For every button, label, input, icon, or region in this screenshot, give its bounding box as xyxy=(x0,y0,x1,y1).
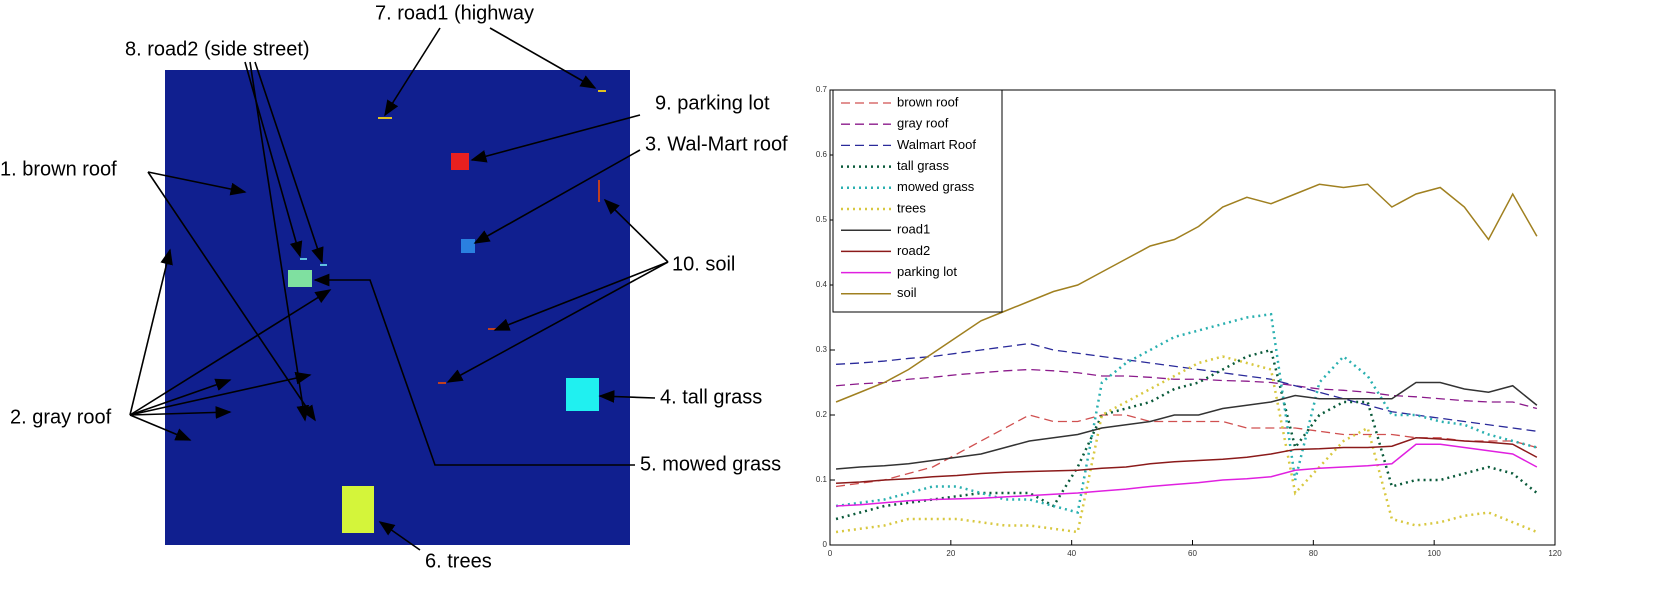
arrow xyxy=(489,27,597,89)
arrow xyxy=(378,521,421,551)
image-background xyxy=(165,70,630,545)
arrow xyxy=(129,371,312,416)
annotation: 5. mowed grass xyxy=(640,453,781,475)
y-tick-label: 0.6 xyxy=(816,150,828,159)
patch-soil xyxy=(598,180,600,202)
legend-label: road2 xyxy=(897,243,930,258)
legend-label: soil xyxy=(897,285,917,300)
x-tick-label: 80 xyxy=(1309,549,1318,558)
arrow xyxy=(129,406,232,419)
arrow xyxy=(603,198,669,263)
series-line xyxy=(835,355,1538,534)
patch-road2 xyxy=(300,258,307,260)
annotation: 3. Wal-Mart roof xyxy=(645,133,788,155)
annotation: 2. gray roof xyxy=(10,406,112,428)
series-line xyxy=(836,443,1538,507)
legend-label: road1 xyxy=(897,222,930,237)
annotation: 6. trees xyxy=(425,550,492,572)
arrow xyxy=(129,248,173,416)
y-tick-label: 0.5 xyxy=(816,215,828,224)
annotation: 7. road1 (highway xyxy=(375,2,534,24)
legend: brown roof gray roof Walmart Roof tall gras… xyxy=(832,89,1003,313)
legend-label: tall grass xyxy=(897,158,950,173)
arrow xyxy=(313,273,635,466)
x-tick-label: 0 xyxy=(828,549,833,558)
patch-trees xyxy=(342,486,374,533)
annotation-arrows xyxy=(129,27,669,551)
series-line xyxy=(835,312,1538,515)
legend-label: brown roof xyxy=(897,94,959,109)
y-tick-label: 0.7 xyxy=(816,85,828,94)
arrow xyxy=(384,27,441,117)
arrow xyxy=(249,61,310,422)
annotation: 4. tall grass xyxy=(660,386,762,408)
series-line xyxy=(835,368,1538,410)
series-line xyxy=(835,348,1538,521)
arrow xyxy=(493,261,669,331)
arrow xyxy=(129,378,232,416)
arrow xyxy=(598,390,656,403)
annotation: 10. soil xyxy=(672,253,735,275)
arrow xyxy=(147,171,316,422)
x-tick-label: 40 xyxy=(1067,549,1076,558)
legend-label: parking lot xyxy=(897,264,957,279)
arrow xyxy=(470,114,641,163)
arrow xyxy=(254,61,324,264)
y-tick-label: 0.2 xyxy=(816,410,828,419)
patch-road1 xyxy=(598,90,606,92)
scene-image xyxy=(165,70,630,545)
patch-walmart-roof xyxy=(461,239,475,253)
patch-road2 xyxy=(320,264,327,266)
annotation: 8. road2 (side street) xyxy=(125,38,310,60)
legend-box xyxy=(832,89,1003,313)
legend-label: trees xyxy=(897,200,926,215)
series-line xyxy=(835,381,1538,470)
y-tick-label: 0 xyxy=(823,540,828,549)
arrow xyxy=(129,289,332,416)
arrow xyxy=(129,414,192,441)
patch-parking-lot xyxy=(451,153,469,170)
patch-road1 xyxy=(378,117,392,119)
series-line xyxy=(836,436,1538,484)
series-line xyxy=(835,183,1538,403)
patch-tall-grass xyxy=(566,378,599,411)
patch-mowed-grass xyxy=(288,270,312,287)
annotations: 7. road1 (highway 8. road2 (side street)… xyxy=(0,2,788,572)
x-tick-label: 60 xyxy=(1188,549,1197,558)
legend-label: mowed grass xyxy=(897,179,975,194)
patch-soil xyxy=(438,382,446,384)
legend-label: gray roof xyxy=(897,116,949,131)
annotation: 9. parking lot xyxy=(655,92,770,114)
x-tick-label: 100 xyxy=(1427,549,1441,558)
legend-label: Walmart Roof xyxy=(897,137,976,152)
x-tick-label: 120 xyxy=(1548,549,1562,558)
x-tick-label: 20 xyxy=(946,549,955,558)
y-tick-label: 0.4 xyxy=(816,280,828,289)
arrow xyxy=(147,171,247,196)
y-tick-label: 0.1 xyxy=(816,475,828,484)
y-tick-label: 0.3 xyxy=(816,345,828,354)
arrow xyxy=(473,149,641,244)
annotation: 1. brown roof xyxy=(0,158,117,180)
arrow xyxy=(446,261,669,383)
